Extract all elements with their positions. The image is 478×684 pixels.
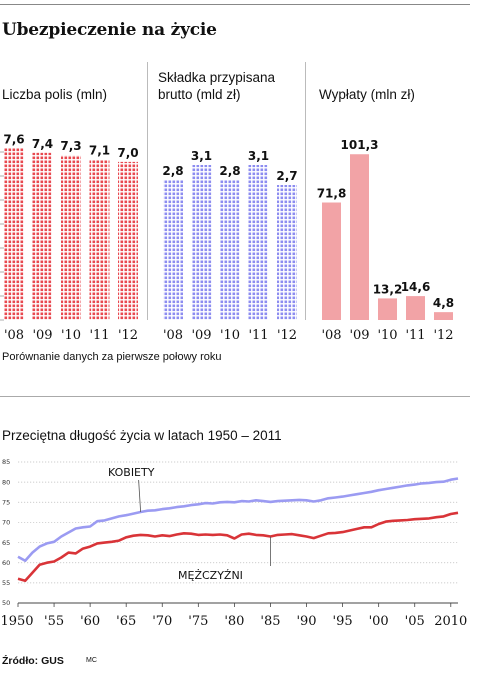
bar-value-label: 2,8 bbox=[219, 164, 240, 178]
x-tick-label: '70 bbox=[152, 614, 172, 629]
bar-value-label: 2,7 bbox=[276, 169, 297, 183]
x-tick-label: '80 bbox=[224, 614, 244, 629]
bar-payouts-11 bbox=[406, 296, 425, 320]
panel-title-premium-line2: brutto (mld zł) bbox=[158, 87, 241, 102]
bar-payouts-12 bbox=[434, 312, 453, 320]
line-chart-title: Przeciętna długość życia w latach 1950 –… bbox=[2, 428, 282, 443]
page-title: Ubezpieczenie na życie bbox=[2, 20, 217, 40]
bar-value-label: 101,3 bbox=[341, 138, 379, 152]
x-tick-label: '09 bbox=[349, 328, 369, 343]
x-tick-label: '08 bbox=[4, 328, 24, 343]
x-tick-label: '09 bbox=[32, 328, 52, 343]
x-tick-label: '60 bbox=[80, 614, 100, 629]
x-tick-label: '11 bbox=[248, 328, 268, 343]
x-tick-label: '05 bbox=[405, 614, 425, 629]
top-rule bbox=[0, 4, 470, 5]
bar-policies-12 bbox=[118, 161, 138, 320]
panel-divider-1 bbox=[147, 62, 148, 320]
x-tick-label: '65 bbox=[116, 614, 136, 629]
y-tick-label: 75 bbox=[2, 498, 10, 506]
x-tick-label: '09 bbox=[191, 328, 211, 343]
series-label-men: MĘŻCZYŹNI bbox=[178, 569, 243, 582]
x-tick-label: '08 bbox=[321, 328, 341, 343]
source-note: Źródło: GUS bbox=[2, 655, 64, 667]
x-tick-label: '95 bbox=[333, 614, 353, 629]
x-tick-label: '12 bbox=[277, 328, 297, 343]
bar-value-label: 14,6 bbox=[401, 280, 431, 294]
x-tick-label: '10 bbox=[220, 328, 240, 343]
bar-value-label: 7,4 bbox=[32, 137, 53, 151]
y-tick-label: 65 bbox=[2, 539, 10, 547]
series-line-women bbox=[17, 477, 459, 563]
bar-payouts-10 bbox=[378, 298, 397, 320]
bar-value-label: 3,1 bbox=[191, 149, 212, 163]
women-label-leader bbox=[138, 479, 142, 512]
y-tick-label: 85 bbox=[2, 458, 10, 466]
bar-premium-11 bbox=[248, 165, 269, 320]
panel-title-payouts: Wypłaty (mln zł) bbox=[319, 87, 415, 102]
y-tick-label: 50 bbox=[2, 599, 10, 607]
x-tick-label: '08 bbox=[163, 328, 183, 343]
x-tick-label: 2010 bbox=[434, 614, 467, 629]
bar-premium-12 bbox=[277, 185, 297, 320]
bar-premium-08 bbox=[163, 180, 183, 320]
x-tick-label: '10 bbox=[377, 328, 397, 343]
bar-premium-10 bbox=[220, 180, 240, 320]
bar-value-label: 3,1 bbox=[248, 149, 269, 163]
y-tick-label: 80 bbox=[2, 478, 10, 486]
panel-title-policies: Liczba polis (mln) bbox=[2, 87, 108, 102]
panel-divider-2 bbox=[305, 62, 306, 320]
bar-policies-08 bbox=[4, 148, 24, 320]
x-tick-label: '85 bbox=[260, 614, 280, 629]
section-divider bbox=[0, 396, 470, 397]
panel-title-premium: Składka przypisana brutto (mld zł) bbox=[158, 69, 275, 103]
bar-panel-premium: 2,8 '08 3,1 '09 2,8 '10 3,1 '11 2,7 '12 bbox=[162, 149, 297, 343]
panel-title-premium-line1: Składka przypisana bbox=[158, 70, 276, 85]
bar-policies-11 bbox=[89, 159, 110, 320]
x-tick-label: '75 bbox=[188, 614, 208, 629]
x-tick-label: '11 bbox=[89, 328, 109, 343]
bar-value-label: 7,6 bbox=[3, 132, 24, 146]
bar-policies-10 bbox=[61, 155, 81, 320]
bar-value-label: 13,2 bbox=[373, 282, 403, 296]
bar-value-label: 2,8 bbox=[162, 164, 183, 178]
bar-payouts-09 bbox=[350, 154, 369, 320]
bar-value-label: 7,1 bbox=[89, 144, 110, 158]
bar-premium-09 bbox=[191, 165, 212, 320]
series-line-men bbox=[17, 511, 459, 583]
bar-value-label: 71,8 bbox=[317, 187, 347, 201]
x-tick-label: '10 bbox=[61, 328, 81, 343]
bar-payouts-08 bbox=[322, 202, 341, 320]
y-tick-label: 60 bbox=[2, 559, 10, 567]
author-initials: MC bbox=[86, 657, 97, 664]
bar-value-label: 7,3 bbox=[60, 139, 81, 153]
bar-policies-09 bbox=[32, 152, 53, 320]
y-tick-label: 70 bbox=[2, 519, 10, 527]
bar-value-label: 4,8 bbox=[433, 296, 454, 310]
x-tick-label: '12 bbox=[118, 328, 138, 343]
x-tick-label: '11 bbox=[405, 328, 425, 343]
bar-panel-policies: 7,6 '08 7,4 '09 7,3 '10 7,1 '11 7,0 '12 bbox=[0, 132, 139, 343]
x-tick-label: 1950 bbox=[0, 614, 33, 629]
y-tick-label: 55 bbox=[2, 579, 10, 587]
bar-panel-payouts: 71,8 '08 101,3 '09 13,2 '10 14,6 '11 4,8 '12 bbox=[317, 138, 454, 343]
series-label-women: KOBIETY bbox=[108, 466, 155, 479]
x-tick-label: '55 bbox=[44, 614, 64, 629]
bar-value-label: 7,0 bbox=[117, 146, 138, 160]
x-tick-label: '90 bbox=[296, 614, 316, 629]
life-expectancy-chart: 50 55 60 65 70 75 80 85 1950 '55 '60 '65 '70 '75 '80 '8… bbox=[0, 458, 467, 629]
x-tick-label: '00 bbox=[369, 614, 389, 629]
x-tick-label: '12 bbox=[433, 328, 453, 343]
comparison-note: Porównanie danych za pierwsze połowy rok… bbox=[2, 351, 222, 363]
